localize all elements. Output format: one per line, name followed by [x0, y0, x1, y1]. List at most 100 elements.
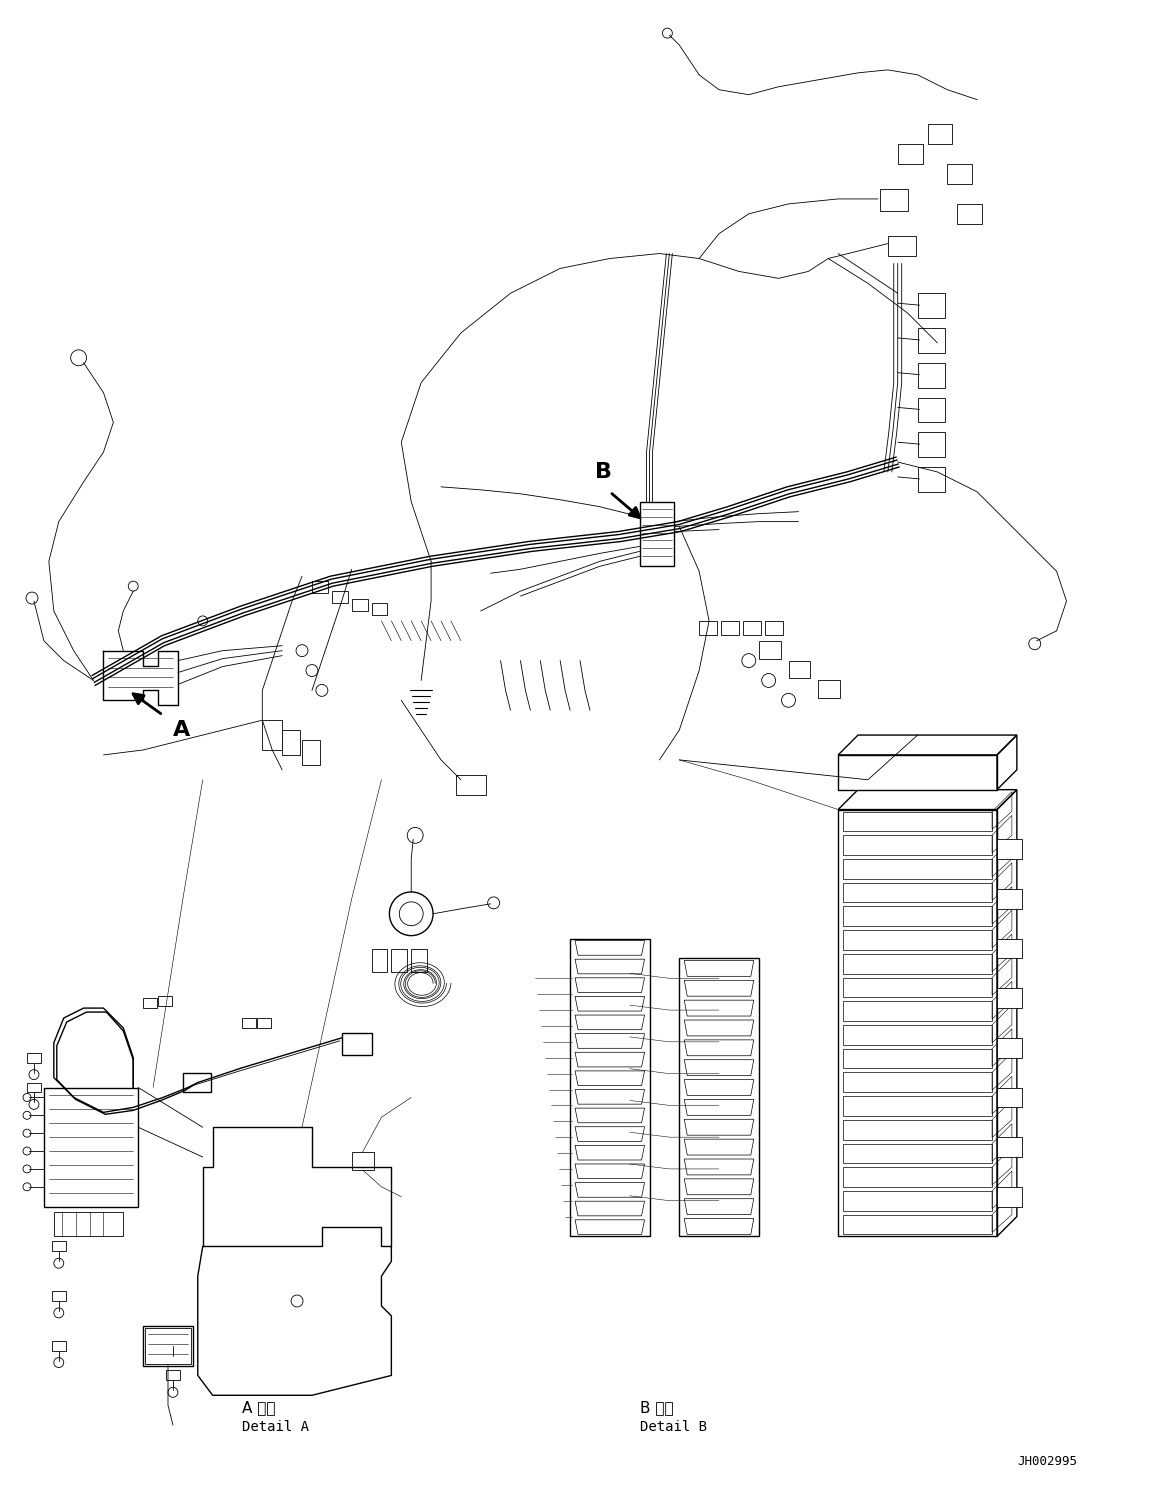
Text: Detail A: Detail A: [242, 1420, 309, 1434]
Bar: [918, 467, 946, 493]
Bar: [183, 1073, 211, 1092]
Circle shape: [390, 891, 433, 936]
Circle shape: [291, 1295, 304, 1306]
Bar: [997, 1088, 1022, 1107]
Bar: [765, 620, 783, 635]
Bar: [843, 954, 992, 973]
Bar: [880, 189, 907, 211]
Text: JH002995: JH002995: [1016, 1455, 1077, 1467]
Bar: [166, 1370, 180, 1381]
Circle shape: [23, 1094, 31, 1101]
Bar: [44, 1088, 138, 1207]
Circle shape: [399, 902, 423, 926]
Circle shape: [26, 592, 38, 604]
Circle shape: [23, 1165, 31, 1173]
Bar: [843, 835, 992, 856]
Bar: [371, 603, 387, 615]
Circle shape: [23, 1147, 31, 1155]
Bar: [997, 1187, 1022, 1207]
Bar: [918, 397, 946, 423]
Bar: [371, 948, 387, 972]
Circle shape: [1029, 638, 1041, 650]
Bar: [839, 754, 997, 790]
Circle shape: [29, 1070, 38, 1080]
Bar: [843, 930, 992, 949]
Bar: [721, 620, 739, 635]
Circle shape: [53, 1259, 64, 1268]
Bar: [948, 164, 972, 185]
Circle shape: [71, 350, 86, 366]
Bar: [918, 432, 946, 457]
Bar: [263, 720, 283, 750]
Bar: [843, 1167, 992, 1187]
Circle shape: [167, 1353, 178, 1363]
Bar: [331, 591, 348, 603]
Circle shape: [23, 1112, 31, 1119]
Bar: [758, 641, 780, 659]
Bar: [52, 1241, 66, 1251]
Bar: [283, 731, 300, 754]
Bar: [302, 740, 320, 765]
Bar: [52, 1292, 66, 1301]
Text: A 詳細: A 詳細: [242, 1400, 276, 1415]
Bar: [843, 978, 992, 997]
Bar: [839, 809, 997, 1237]
Bar: [143, 998, 157, 1007]
Circle shape: [407, 827, 423, 844]
Text: Detail B: Detail B: [640, 1420, 707, 1434]
Bar: [997, 1037, 1022, 1058]
Circle shape: [23, 1129, 31, 1137]
Text: A: A: [173, 720, 191, 740]
Bar: [699, 620, 718, 635]
Bar: [53, 1211, 123, 1237]
Bar: [52, 1341, 66, 1351]
Circle shape: [53, 1357, 64, 1367]
Bar: [918, 327, 946, 353]
Bar: [843, 1073, 992, 1092]
Bar: [158, 995, 172, 1006]
Bar: [145, 1327, 191, 1363]
Text: B: B: [595, 461, 612, 482]
Bar: [997, 988, 1022, 1007]
Bar: [843, 811, 992, 832]
Circle shape: [23, 1183, 31, 1190]
Circle shape: [306, 665, 317, 677]
Bar: [997, 839, 1022, 859]
Text: B 詳細: B 詳細: [640, 1400, 673, 1415]
Bar: [997, 939, 1022, 958]
Circle shape: [297, 644, 308, 656]
Bar: [743, 620, 761, 635]
Bar: [312, 582, 328, 594]
Circle shape: [762, 674, 776, 687]
Circle shape: [782, 693, 795, 707]
Bar: [898, 144, 922, 164]
Bar: [843, 1120, 992, 1140]
Circle shape: [198, 616, 208, 626]
Bar: [640, 501, 675, 567]
Bar: [166, 1336, 180, 1345]
Bar: [918, 363, 946, 387]
Circle shape: [487, 897, 500, 909]
Bar: [957, 204, 982, 223]
Bar: [928, 125, 952, 144]
Circle shape: [316, 684, 328, 696]
Bar: [456, 775, 486, 795]
Bar: [412, 948, 427, 972]
Bar: [843, 1025, 992, 1045]
Bar: [242, 1018, 256, 1028]
Bar: [351, 600, 368, 612]
Bar: [27, 1054, 41, 1062]
Bar: [887, 235, 915, 256]
Bar: [843, 1190, 992, 1211]
Bar: [997, 888, 1022, 909]
Bar: [997, 1137, 1022, 1158]
Bar: [143, 1326, 193, 1366]
Bar: [843, 1049, 992, 1068]
Bar: [351, 1152, 373, 1170]
Bar: [257, 1018, 271, 1028]
Bar: [342, 1033, 371, 1055]
Circle shape: [53, 1308, 64, 1318]
Bar: [392, 948, 407, 972]
Circle shape: [742, 653, 756, 668]
Circle shape: [167, 1387, 178, 1397]
